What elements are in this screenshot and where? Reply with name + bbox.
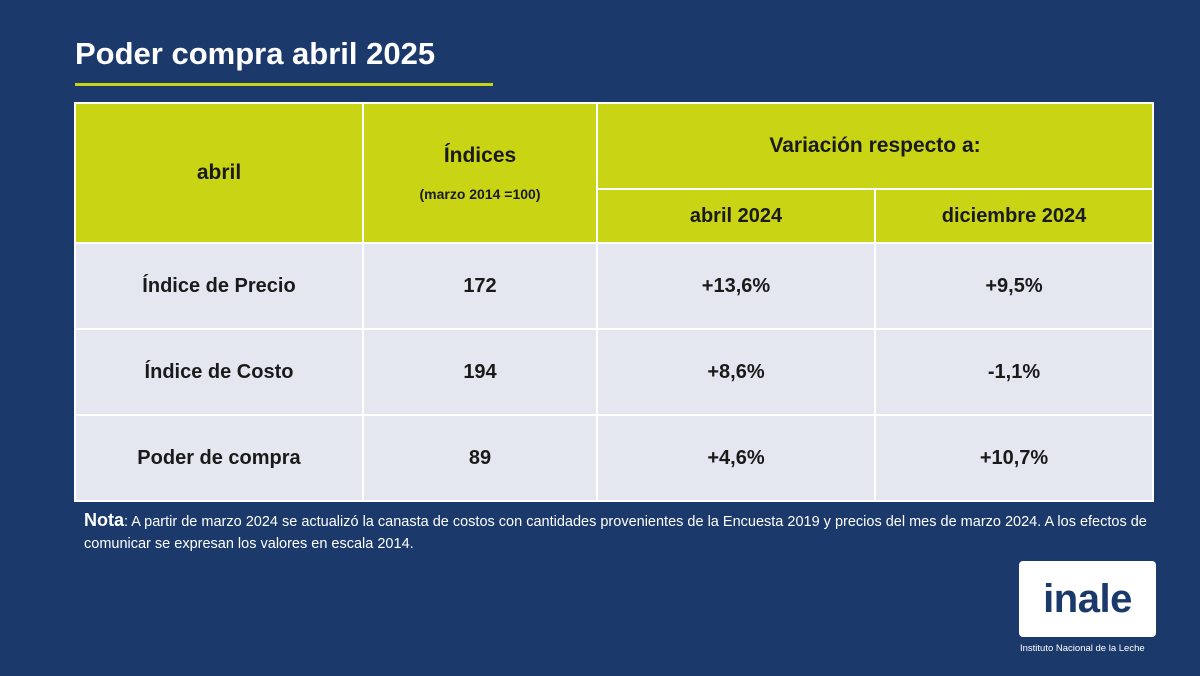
header-indices-title: Índices xyxy=(443,144,517,167)
header-abril-2024: abril 2024 xyxy=(596,188,876,244)
logo-subtitle: Instituto Nacional de la Leche xyxy=(1020,643,1145,654)
row-var-abril-2024: +4,6% xyxy=(596,414,876,502)
row-index: 172 xyxy=(362,242,598,330)
header-variation-group: Variación respecto a: xyxy=(595,102,1155,190)
row-index: 89 xyxy=(362,414,598,502)
title-underline xyxy=(75,83,493,86)
header-month: abril xyxy=(74,102,364,244)
row-var-diciembre-2024: +9,5% xyxy=(873,242,1155,330)
table-row: Índice de Costo 194 +8,6% -1,1% xyxy=(74,328,1155,416)
row-index: 194 xyxy=(362,328,598,416)
footnote-text: : A partir de marzo 2024 se actualizó la… xyxy=(84,514,1147,552)
row-var-diciembre-2024: +10,7% xyxy=(873,414,1155,502)
table-row: Poder de compra 89 +4,6% +10,7% xyxy=(74,414,1155,502)
header-diciembre-2024: diciembre 2024 xyxy=(873,188,1155,244)
row-label: Poder de compra xyxy=(74,414,364,502)
row-var-abril-2024: +13,6% xyxy=(596,242,876,330)
row-label: Índice de Precio xyxy=(74,242,364,330)
row-var-diciembre-2024: -1,1% xyxy=(873,328,1155,416)
purchasing-power-table: abril Índices (marzo 2014 =100) Variació… xyxy=(74,102,1155,502)
header-indices-subtitle: (marzo 2014 =100) xyxy=(419,186,541,202)
footnote: Nota: A partir de marzo 2024 se actualiz… xyxy=(84,509,1159,555)
table-row: Índice de Precio 172 +13,6% +9,5% xyxy=(74,242,1155,330)
logo-wordmark: inale xyxy=(1043,576,1132,621)
inale-logo: inale xyxy=(1019,561,1156,637)
header-indices: Índices (marzo 2014 =100) xyxy=(362,102,598,244)
row-label: Índice de Costo xyxy=(74,328,364,416)
slide-title: Poder compra abril 2025 xyxy=(75,36,436,71)
row-var-abril-2024: +8,6% xyxy=(596,328,876,416)
footnote-label: Nota xyxy=(84,510,124,530)
